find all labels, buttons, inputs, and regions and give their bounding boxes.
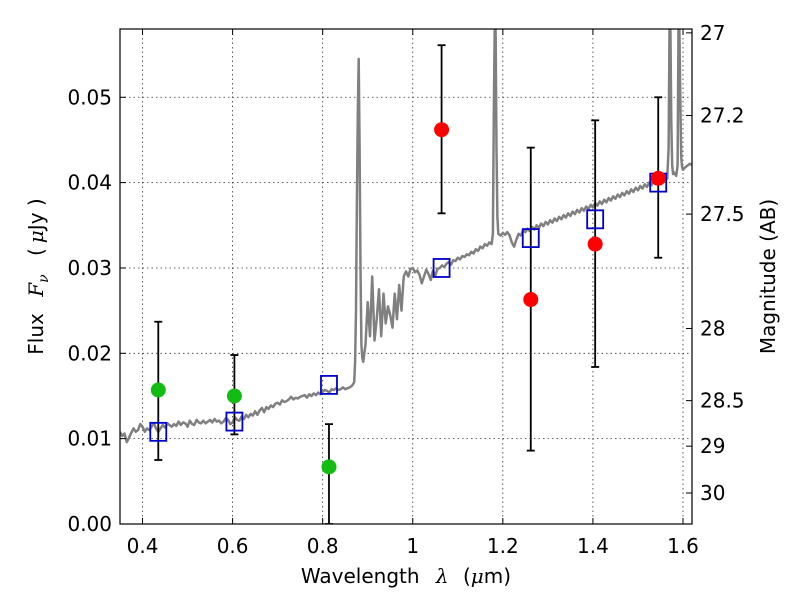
x-tick-label: 1 [406, 534, 419, 558]
y-tick-label: 0.02 [67, 341, 112, 365]
plot-layer [120, 29, 692, 524]
y-tick-label: 0.03 [67, 256, 112, 280]
model-photometry-point [586, 209, 605, 230]
magnitude-tick-label: 30 [700, 481, 725, 505]
magnitude-tick-label: 28 [700, 316, 725, 340]
red-data-point [434, 122, 450, 138]
y-tick-label: 0.01 [67, 427, 112, 451]
x-tick-label: 1.2 [487, 534, 519, 558]
y-axis-title-text: Flux [24, 313, 48, 355]
right-axis-title: Magnitude (AB) [756, 199, 780, 354]
tick-layer [120, 29, 692, 525]
tick-labels-layer: 0.4 0.6 0.8 1 1.2 1.4 1.6 0.00 0.01 0.02 0.03 0.04 0… [67, 21, 744, 558]
x-tick-label: 0.4 [127, 534, 159, 558]
x-axis-title-unit-mu: μ [471, 564, 484, 588]
green-data-point [226, 388, 242, 404]
x-axis-title: Wavelength λ (μm) [301, 564, 511, 588]
x-tick-label: 1.4 [577, 534, 609, 558]
y-axis-title: Flux Fν ( μJy ) [24, 198, 53, 354]
y-axis-title-unit-suffix: Jy ) [24, 198, 48, 232]
model-photometry-point [432, 258, 451, 278]
y-axis-title-symbol: F [24, 282, 48, 298]
model-photometry-point [149, 421, 168, 442]
y-tick-label: 0.04 [67, 171, 112, 195]
model-spectrum-line [120, 29, 692, 444]
model-photometry-point [521, 228, 540, 248]
model-photometry-point [320, 374, 338, 395]
y-axis-title-unit-prefix: ( [24, 248, 48, 256]
model-photometry-point [225, 411, 244, 432]
x-tick-label: 0.8 [307, 534, 339, 558]
y-axis-title-subscript: ν [36, 274, 52, 283]
green-data-point [321, 459, 337, 475]
green-data-point [150, 382, 166, 398]
plot-frame [119, 28, 693, 525]
magnitude-tick-label: 27 [700, 21, 725, 45]
red-data-point [650, 170, 666, 186]
magnitude-tick-label: 28.5 [700, 389, 745, 413]
y-axis-title-unit-mu: μ [24, 230, 48, 243]
x-axis-title-unit-prefix: ( [463, 564, 471, 588]
magnitude-tick-label: 29 [700, 434, 725, 458]
magnitude-tick-label: 27.5 [700, 202, 745, 226]
y-tick-label: 0.05 [67, 85, 112, 109]
red-data-point [523, 292, 539, 308]
x-tick-label: 0.6 [217, 534, 249, 558]
y-tick-label: 0.00 [67, 512, 112, 536]
red-data-point [587, 236, 603, 252]
x-axis-title-symbol: λ [435, 564, 449, 588]
x-axis-title-text: Wavelength [301, 564, 420, 588]
x-tick-label: 1.6 [667, 534, 699, 558]
x-axis-title-unit-suffix: m) [484, 564, 511, 588]
magnitude-tick-label: 27.2 [700, 103, 745, 127]
